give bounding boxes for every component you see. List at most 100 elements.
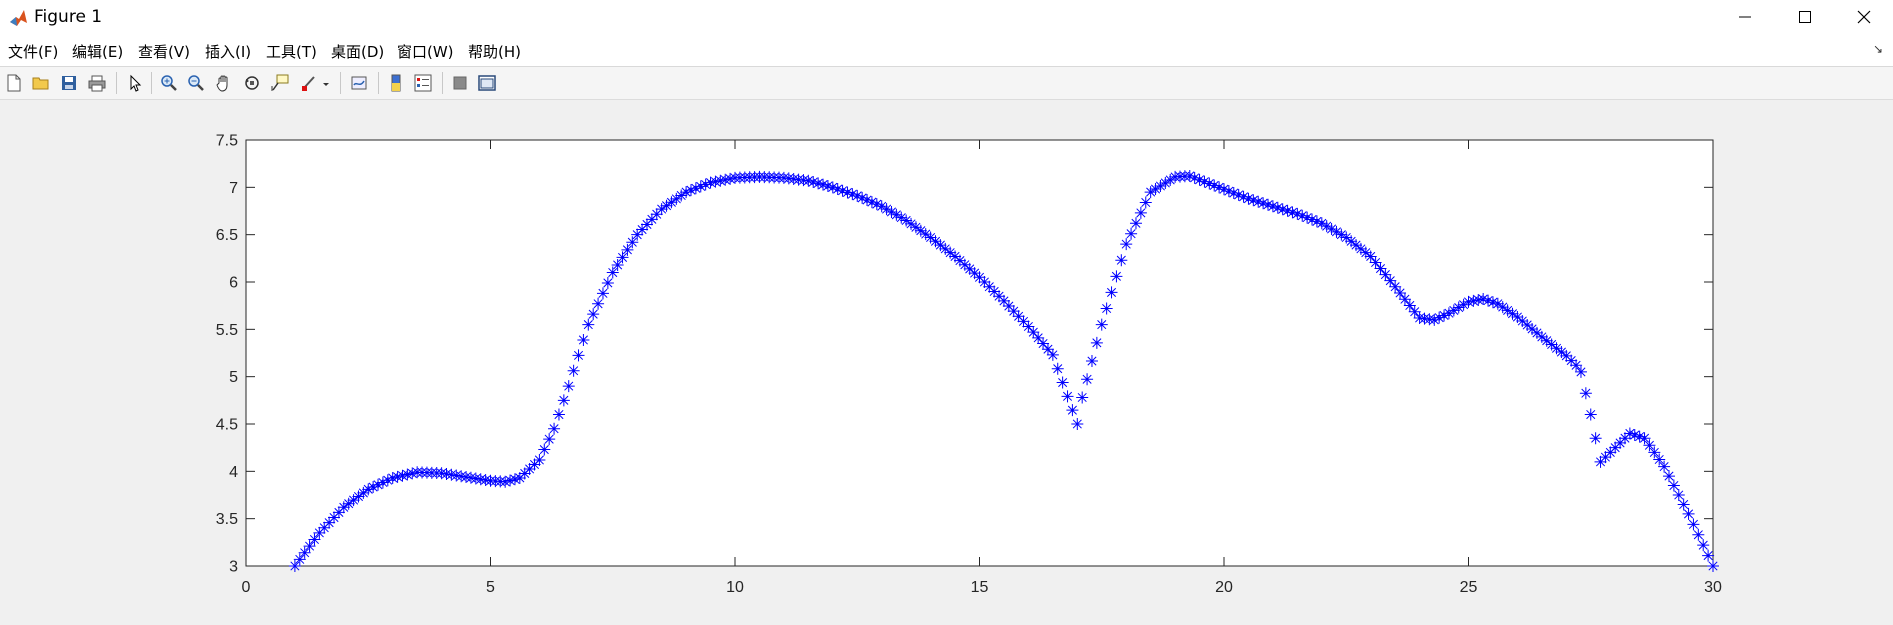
data-point-marker — [1423, 313, 1436, 326]
data-point-marker — [861, 194, 874, 207]
data-point-marker — [636, 223, 649, 236]
brush-dropdown-chevron-icon[interactable] — [321, 71, 331, 95]
data-point-marker — [1037, 337, 1050, 350]
data-point-marker — [455, 470, 468, 483]
brush-icon[interactable] — [297, 71, 321, 95]
data-point-marker — [807, 176, 820, 189]
data-series — [288, 169, 1719, 572]
data-point-marker — [1120, 238, 1133, 251]
data-point-marker — [1667, 479, 1680, 492]
data-point-marker — [1452, 301, 1465, 314]
data-point-marker — [1677, 498, 1690, 511]
select-arrow-icon[interactable] — [123, 71, 147, 95]
data-point-marker — [1139, 196, 1152, 209]
menu-file[interactable]: 文件(F) — [8, 43, 59, 61]
data-point-marker — [1164, 173, 1177, 186]
show-plot-tools-icon[interactable] — [475, 71, 499, 95]
link-plot-icon[interactable] — [347, 71, 371, 95]
data-point-marker — [1306, 213, 1319, 226]
data-point-marker — [1281, 204, 1294, 217]
open-icon[interactable] — [29, 71, 53, 95]
menu-tools[interactable]: 工具(T) — [266, 43, 317, 61]
menu-insert[interactable]: 插入(I) — [205, 43, 252, 61]
data-point-marker — [372, 478, 385, 491]
data-point-marker — [1648, 446, 1661, 459]
data-point-marker — [1408, 305, 1421, 318]
data-point-marker — [386, 471, 399, 484]
data-point-marker — [606, 266, 619, 279]
data-point-marker — [1618, 432, 1631, 445]
data-point-marker — [1589, 432, 1602, 445]
data-point-marker — [1350, 239, 1363, 252]
y-tick-label: 7 — [229, 180, 238, 197]
hide-plot-tools-icon[interactable] — [448, 71, 472, 95]
save-icon[interactable] — [57, 71, 81, 95]
data-point-marker — [846, 188, 859, 201]
figure-toolbar — [0, 67, 1893, 100]
menu-view[interactable]: 查看(V) — [138, 43, 190, 61]
data-point-marker — [1643, 439, 1656, 452]
data-point-marker — [577, 333, 590, 346]
data-point-marker — [332, 506, 345, 519]
data-point-marker — [968, 267, 981, 280]
toolbar-separator — [442, 72, 443, 94]
pan-hand-icon[interactable] — [212, 71, 236, 95]
menu-help[interactable]: 帮助(H) — [468, 43, 521, 61]
data-point-marker — [1394, 286, 1407, 299]
data-point-marker — [1154, 180, 1167, 193]
data-point-marker — [1565, 354, 1578, 367]
data-point-marker — [953, 254, 966, 267]
data-point-marker — [1702, 549, 1715, 562]
data-point-marker — [958, 258, 971, 271]
rotate-3d-icon[interactable] — [240, 71, 264, 95]
data-point-marker — [323, 516, 336, 529]
data-point-marker — [1570, 359, 1583, 372]
data-point-marker — [1584, 408, 1597, 421]
data-cursor-icon[interactable] — [268, 71, 292, 95]
data-point-marker — [1007, 305, 1020, 318]
data-point-marker — [1545, 338, 1558, 351]
data-point-marker — [1633, 430, 1646, 443]
data-point-marker — [357, 486, 370, 499]
data-point-marker — [993, 290, 1006, 303]
data-point-marker — [909, 221, 922, 234]
colorbar-icon[interactable] — [384, 71, 408, 95]
menu-edit[interactable]: 编辑(E) — [72, 43, 124, 61]
data-point-marker — [543, 433, 556, 446]
data-point-marker — [1354, 242, 1367, 255]
zoom-in-icon[interactable] — [157, 71, 181, 95]
data-point-marker — [1022, 320, 1035, 333]
data-point-marker — [1609, 441, 1622, 454]
data-point-marker — [479, 474, 492, 487]
data-point-marker — [1090, 336, 1103, 349]
y-tick-label: 4 — [229, 464, 238, 481]
zoom-out-icon[interactable] — [184, 71, 208, 95]
legend-icon[interactable] — [411, 71, 435, 95]
new-figure-icon[interactable] — [2, 71, 26, 95]
data-point-marker — [905, 217, 918, 230]
menu-desktop[interactable]: 桌面(D) — [331, 43, 385, 61]
data-point-marker — [533, 453, 546, 466]
data-point-marker — [1330, 225, 1343, 238]
menu-window[interactable]: 窗口(W) — [397, 43, 454, 61]
minimize-button[interactable] — [1716, 0, 1774, 34]
data-point-marker — [777, 171, 790, 184]
x-tick-label: 10 — [726, 579, 744, 596]
data-point-marker — [1017, 315, 1030, 328]
data-point-marker — [1188, 171, 1201, 184]
data-point-marker — [1682, 507, 1695, 520]
data-point-marker — [1438, 309, 1451, 322]
y-tick-label: 4.5 — [216, 417, 238, 434]
print-icon[interactable] — [85, 71, 109, 95]
data-point-marker — [587, 308, 600, 321]
data-point-marker — [376, 476, 389, 489]
plot-axes[interactable]: 0 5 10 15 20 25 30 3 3.5 4 4.5 5 5.5 6 6.5 7 7.5 — [0, 100, 1893, 621]
data-point-marker — [1457, 298, 1470, 311]
data-point-marker — [1129, 217, 1142, 230]
close-button[interactable] — [1835, 0, 1893, 34]
maximize-button[interactable] — [1776, 0, 1834, 34]
dock-figure-icon[interactable]: ↘ — [1872, 42, 1883, 56]
data-point-marker — [817, 178, 830, 191]
data-point-marker — [1560, 349, 1573, 362]
data-point-marker — [1521, 318, 1534, 331]
